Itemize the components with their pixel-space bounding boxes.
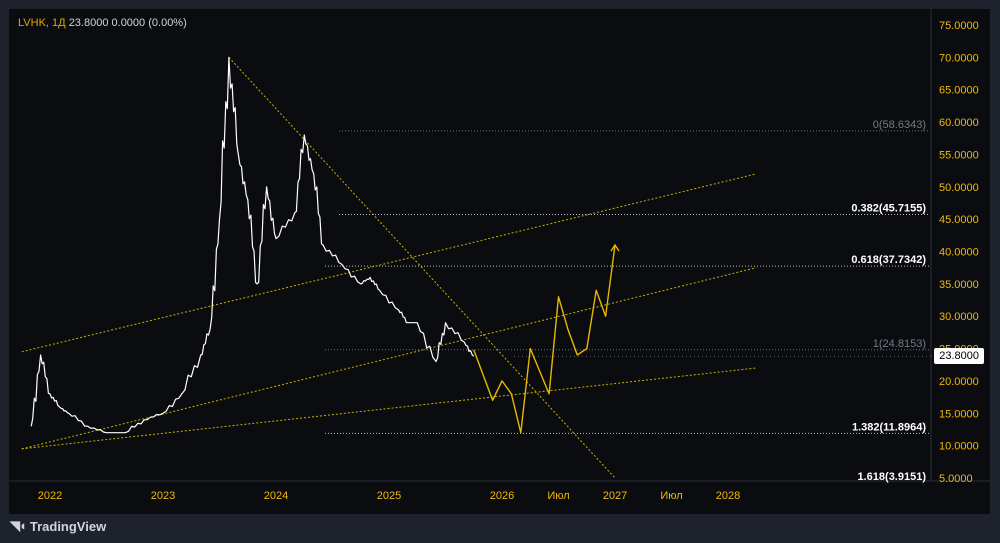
y-tick-label: 70.0000 bbox=[939, 52, 979, 64]
brand-label: TradingView bbox=[29, 518, 107, 534]
x-tick-label: 2025 bbox=[377, 490, 401, 502]
chart-panel[interactable]: 75.0000 70.0000 65.0000 60.0000 55.0000 50.00… bbox=[9, 9, 990, 514]
y-tick-label: 60.0000 bbox=[939, 117, 979, 129]
last-price: 23.8000 bbox=[68, 17, 109, 29]
y-tick-label: 45.0000 bbox=[939, 214, 979, 226]
fib-level-label: 0.382(45.7155) bbox=[851, 203, 926, 215]
x-tick-label: 2026 bbox=[490, 490, 514, 502]
fib-level-label: 1(24.8153) bbox=[873, 338, 926, 350]
price-series-line bbox=[30, 56, 475, 434]
interval-label: 1Д bbox=[52, 17, 66, 29]
x-tick-label: 2028 bbox=[716, 490, 740, 502]
tradingview-logo: ◥◖ TradingView bbox=[10, 518, 106, 534]
price-chart[interactable]: 75.0000 70.0000 65.0000 60.0000 55.0000 50.00… bbox=[9, 9, 990, 514]
fib-level-label: 0.618(37.7342) bbox=[851, 254, 926, 266]
y-tick-label: 15.0000 bbox=[939, 408, 979, 420]
y-tick-label: 30.0000 bbox=[939, 311, 979, 323]
y-tick-label: 35.0000 bbox=[939, 279, 979, 291]
change-percent: (0.00%) bbox=[148, 17, 187, 29]
current-price-tag: 23.8000 bbox=[934, 348, 984, 365]
ticker-header: LVHK, 1Д 23.8000 0.0000 (0.00%) bbox=[18, 17, 187, 29]
x-tick-label: 2023 bbox=[151, 490, 175, 502]
change-value: 0.0000 bbox=[111, 17, 146, 29]
y-tick-label: 75.0000 bbox=[939, 20, 979, 32]
trend-line bbox=[21, 173, 757, 353]
x-tick-label: Июл bbox=[660, 490, 682, 502]
fib-level-label: 1.618(3.9151) bbox=[858, 471, 927, 483]
trend-line bbox=[21, 267, 757, 450]
fib-level-label: 0(58.6343) bbox=[873, 119, 926, 131]
tradingview-icon: ◥◖ bbox=[10, 518, 27, 533]
y-tick-label: 65.0000 bbox=[939, 85, 979, 97]
y-tick-label: 20.0000 bbox=[939, 376, 979, 388]
x-tick-label: 2024 bbox=[264, 490, 288, 502]
symbol-label: LVHK bbox=[18, 17, 46, 29]
trend-line bbox=[228, 57, 616, 479]
y-tick-label: 50.0000 bbox=[939, 182, 979, 194]
x-tick-label: 2022 bbox=[38, 490, 62, 502]
projection-series-line bbox=[473, 244, 616, 434]
y-tick-label: 55.0000 bbox=[939, 149, 979, 161]
trend-line bbox=[21, 367, 757, 450]
y-tick-label: 5.0000 bbox=[939, 473, 973, 485]
x-tick-label: 2027 bbox=[603, 490, 627, 502]
projection-arrow-icon bbox=[610, 243, 620, 252]
y-tick-label: 10.0000 bbox=[939, 441, 979, 453]
y-tick-label: 40.0000 bbox=[939, 247, 979, 259]
x-tick-label: Июл bbox=[547, 490, 569, 502]
fib-level-label: 1.382(11.8964) bbox=[852, 421, 926, 433]
